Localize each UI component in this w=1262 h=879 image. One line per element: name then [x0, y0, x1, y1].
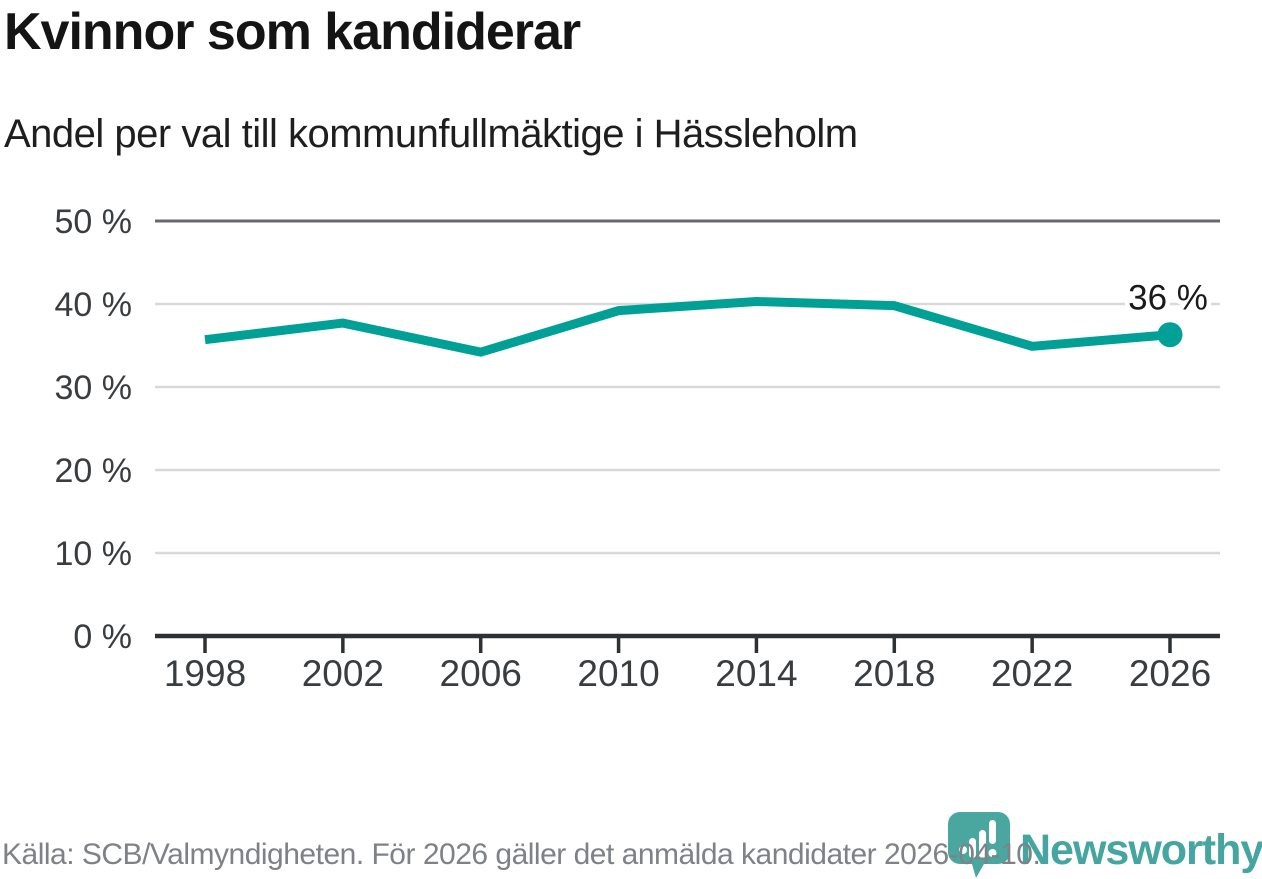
- x-tick-label: 2002: [302, 653, 384, 694]
- x-tick-label: 2026: [1129, 653, 1211, 694]
- data-line: [204, 297, 1171, 357]
- y-tick-label: 40 %: [55, 286, 133, 324]
- newsworthy-logo: Newsworthy: [946, 810, 1262, 879]
- x-tick-label: 2022: [991, 653, 1073, 694]
- chart-subtitle: Andel per val till kommunfullmäktige i H…: [4, 112, 858, 156]
- source-note: Källa: SCB/Valmyndigheten. För 2026 gäll…: [2, 838, 1041, 871]
- y-tick-label: 30 %: [55, 369, 133, 407]
- y-tick-label: 50 %: [55, 203, 133, 241]
- line-chart: 0 % 10 % 20 % 30 % 40 % 50 % 1998 2002 2006 2010 2…: [55, 203, 1220, 694]
- logo-bar-1: [969, 838, 976, 858]
- logo-bar-dot: [959, 846, 967, 854]
- y-tick-label: 10 %: [55, 535, 133, 573]
- logo-bar-2: [979, 830, 986, 858]
- logo-exclamation-bar: [989, 820, 996, 844]
- y-tick-label: 0 %: [73, 618, 132, 656]
- x-tick-label: 2006: [440, 653, 522, 694]
- chart-title: Kvinnor som kandiderar: [4, 3, 581, 61]
- end-point-dot: [1157, 322, 1183, 348]
- newsworthy-logo-text: Newsworthy: [1020, 826, 1262, 874]
- y-tick-label: 20 %: [55, 452, 133, 490]
- logo-exclamation-dot: [988, 849, 997, 857]
- x-tick-label: 2018: [853, 653, 935, 694]
- end-point-value-label: 36 %: [1128, 279, 1208, 318]
- x-tick-label: 2014: [715, 653, 797, 694]
- x-tick-label: 1998: [164, 653, 246, 694]
- newsworthy-logo-icon: [948, 812, 1010, 878]
- x-tick-label: 2010: [577, 653, 659, 694]
